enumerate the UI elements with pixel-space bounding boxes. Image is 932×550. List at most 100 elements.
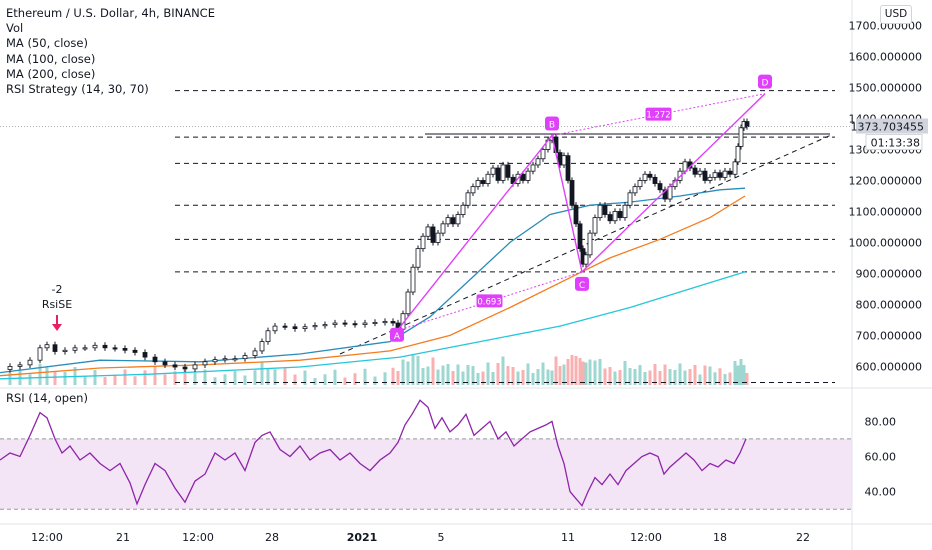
- chart-title[interactable]: Ethereum / U.S. Dollar, 4h, BINANCE: [6, 6, 215, 20]
- candle-body: [642, 173, 648, 181]
- volume-bar: [570, 355, 574, 385]
- volume-bar: [163, 374, 167, 385]
- candle-body: [697, 170, 703, 175]
- candle-body: [652, 176, 658, 184]
- volume-bar: [183, 367, 187, 385]
- volume-bar: [293, 374, 297, 385]
- volume-bar: [623, 361, 627, 385]
- candle-body: [102, 344, 108, 349]
- candle-body: [445, 217, 451, 225]
- volume-bar: [574, 356, 578, 385]
- candle-body: [232, 358, 238, 361]
- price-tick-label: 700.000000: [856, 329, 922, 342]
- volume-bars: [8, 355, 749, 385]
- candle-body: [322, 324, 328, 327]
- time-tick-label: 22: [796, 531, 810, 544]
- candle-body: [430, 226, 436, 243]
- volume-bar: [658, 371, 662, 385]
- volume-bar: [323, 374, 327, 385]
- candle-body: [405, 291, 411, 315]
- volume-bar: [441, 365, 445, 385]
- volume-bar: [486, 362, 490, 385]
- volume-bar: [38, 364, 42, 385]
- legend-ma50[interactable]: MA (50, close): [6, 36, 88, 51]
- volume-bar: [411, 355, 415, 385]
- candle-body: [302, 326, 308, 329]
- volume-bar: [698, 374, 702, 385]
- legend-ma200[interactable]: MA (200, close): [6, 66, 96, 81]
- candle-body: [420, 235, 426, 250]
- candle-body: [332, 322, 338, 325]
- volume-bar: [708, 366, 712, 385]
- volume-bar: [703, 365, 707, 385]
- legend-rsi-strategy[interactable]: RSI Strategy (14, 30, 70): [6, 82, 149, 97]
- candle-body: [62, 349, 68, 352]
- candle-body: [495, 167, 501, 181]
- time-tick-label: 12:00: [182, 531, 214, 544]
- harmonic-point-label: D: [762, 79, 769, 89]
- ma-line-1: [0, 195, 746, 377]
- candle-body: [520, 173, 526, 181]
- candle-body: [735, 145, 741, 163]
- strategy-signal: -2 RsiSE: [42, 283, 72, 331]
- price-tag-label: 1373.703455: [851, 121, 924, 134]
- legend-ma100[interactable]: MA (100, close): [6, 51, 96, 66]
- volume-bar: [193, 372, 197, 385]
- candle-body: [627, 192, 633, 206]
- candle-body: [637, 180, 643, 188]
- volume-bar: [466, 365, 470, 385]
- candle-body: [717, 172, 723, 178]
- candle-body: [490, 167, 496, 175]
- volume-bar: [446, 364, 450, 385]
- price-tag: [856, 118, 928, 134]
- volume-bar: [506, 366, 510, 385]
- ma-line-2: [0, 271, 746, 380]
- volume-bar: [266, 368, 270, 385]
- volume-bar: [728, 372, 732, 385]
- candle-body: [27, 359, 33, 366]
- volume-bar: [501, 356, 505, 385]
- harmonic-point-B: [545, 116, 559, 131]
- candle-body: [617, 211, 623, 219]
- candle-body: [259, 341, 265, 352]
- candle-body: [592, 217, 598, 234]
- candle-body: [162, 361, 168, 366]
- price-tick-label: 900.000000: [856, 267, 922, 280]
- volume-bar: [558, 366, 562, 385]
- candle-body: [657, 183, 663, 191]
- volume-bar: [406, 361, 410, 385]
- candle-body: [312, 325, 318, 328]
- time-tick-label: 12:00: [31, 531, 63, 544]
- countdown-label: 01:13:38: [871, 137, 920, 150]
- volume-bar: [541, 362, 545, 385]
- candle-body: [525, 170, 531, 181]
- candle-body: [272, 325, 278, 332]
- volume-bar: [683, 370, 687, 385]
- rsi-legend[interactable]: RSI (14, open): [6, 391, 88, 405]
- candle-body: [435, 232, 441, 243]
- volume-bar: [143, 370, 147, 385]
- harmonic-point-C: [575, 276, 589, 291]
- volume-bar: [608, 367, 612, 385]
- candle-body: [662, 189, 668, 200]
- volume-bar: [673, 370, 677, 385]
- candle-body: [212, 359, 218, 363]
- candle-body: [17, 364, 23, 367]
- volume-bar: [213, 377, 217, 385]
- legend-vol[interactable]: Vol: [6, 21, 24, 36]
- volume-bar: [476, 373, 480, 385]
- volume-bar: [28, 374, 32, 385]
- volume-bar: [668, 369, 672, 385]
- price-tick-label: 800.000000: [856, 298, 922, 311]
- volume-bar: [223, 374, 227, 385]
- volume-bar: [303, 370, 307, 385]
- candle-body: [132, 349, 138, 353]
- candle-body: [455, 214, 461, 225]
- candle-body: [352, 323, 358, 326]
- volume-bar: [93, 370, 97, 385]
- volume-bar: [618, 370, 622, 385]
- currency-button[interactable]: USD: [880, 5, 912, 24]
- volume-bar: [83, 376, 87, 385]
- volume-bar: [688, 369, 692, 385]
